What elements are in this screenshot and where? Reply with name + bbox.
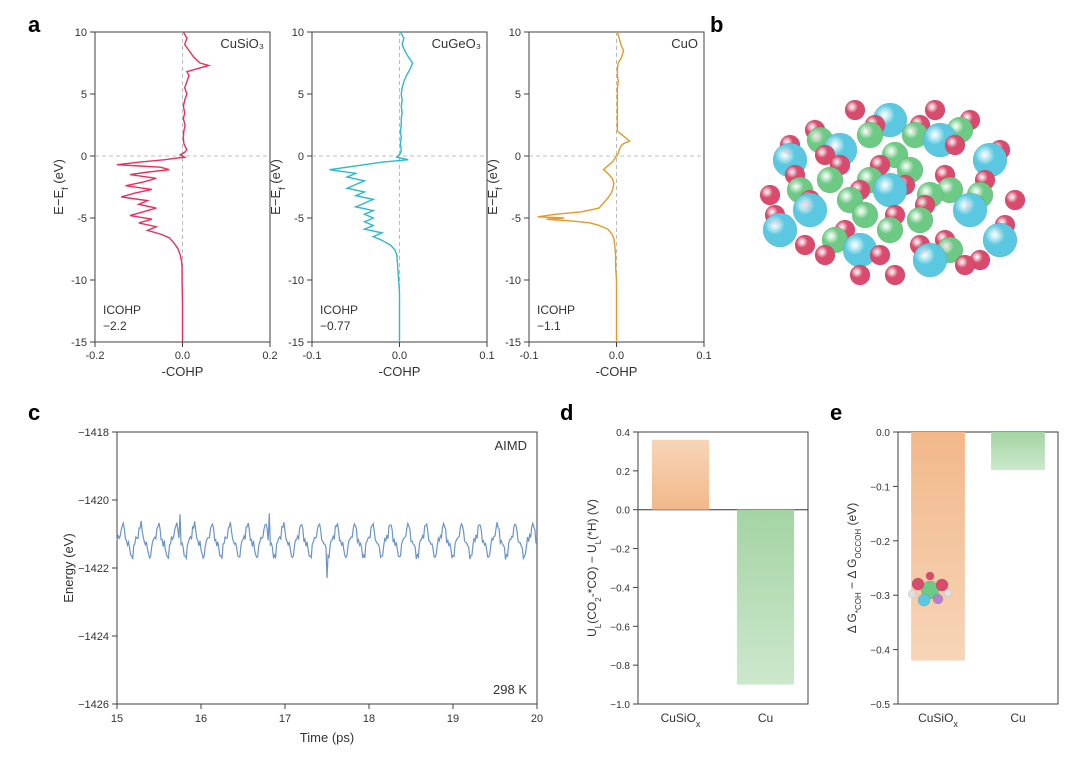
- svg-text:E−Ef (eV): E−Ef (eV): [485, 159, 504, 215]
- svg-text:Cu: Cu: [1010, 711, 1025, 725]
- svg-text:CuO: CuO: [671, 36, 698, 51]
- panel-label-b: b: [710, 12, 723, 38]
- svg-text:-COHP: -COHP: [596, 364, 638, 379]
- svg-text:298 K: 298 K: [493, 682, 527, 697]
- svg-text:-0.1: -0.1: [303, 350, 322, 362]
- svg-text:ICOHP: ICOHP: [537, 303, 575, 317]
- svg-text:-0.2: -0.2: [86, 350, 105, 362]
- svg-text:−0.4: −0.4: [610, 583, 630, 594]
- svg-text:0.0: 0.0: [876, 428, 890, 439]
- bar-chart-e: −0.5 −0.4 −0.3 −0.2 −0.1 0.0 CuSiOx Cu Δ G*COH −…: [840, 420, 1070, 740]
- svg-text:0.0: 0.0: [392, 350, 407, 362]
- svg-text:-10: -10: [71, 275, 87, 287]
- svg-text:-5: -5: [77, 213, 87, 225]
- svg-text:5: 5: [515, 89, 521, 101]
- svg-text:−1418: −1418: [78, 427, 109, 439]
- svg-text:AIMD: AIMD: [495, 438, 528, 453]
- aimd-plot: 151617181920−1426−1424−1422−1420−1418Tim…: [55, 420, 555, 740]
- svg-text:−0.77: −0.77: [320, 319, 351, 333]
- panel-e: −0.5 −0.4 −0.3 −0.2 −0.1 0.0 CuSiOx Cu Δ G*COH −…: [840, 420, 1070, 740]
- svg-text:-15: -15: [288, 337, 304, 349]
- svg-text:Cu: Cu: [758, 711, 773, 725]
- svg-text:-5: -5: [294, 213, 304, 225]
- svg-text:0.2: 0.2: [262, 350, 277, 362]
- svg-text:15: 15: [111, 713, 123, 725]
- svg-text:0.0: 0.0: [616, 506, 630, 517]
- svg-text:5: 5: [81, 89, 87, 101]
- svg-text:10: 10: [509, 27, 521, 39]
- svg-text:-5: -5: [511, 213, 521, 225]
- panel-b: [720, 40, 1060, 340]
- svg-text:-COHP: -COHP: [162, 364, 204, 379]
- svg-text:0.4: 0.4: [616, 428, 630, 439]
- panel-d: −1.0 −0.8 −0.6 −0.4 −0.2 0.0 0.2 0.4 CuSiOx Cu UL(…: [580, 420, 820, 740]
- svg-text:−2.2: −2.2: [103, 319, 127, 333]
- svg-text:−0.1: −0.1: [870, 482, 890, 493]
- svg-text:−1.0: −1.0: [610, 700, 630, 711]
- panel-a: -15 -10 -5 0 5 10 -0.2 0.0 0.2 CuSiO₃ ICOHP −2.2 -CO…: [50, 20, 700, 390]
- svg-text:−0.5: −0.5: [870, 700, 890, 711]
- svg-text:E−Ef (eV): E−Ef (eV): [51, 159, 70, 215]
- svg-text:−1422: −1422: [78, 563, 109, 575]
- panel-c: 151617181920−1426−1424−1422−1420−1418Tim…: [55, 420, 555, 740]
- panel-label-a: a: [28, 12, 40, 38]
- svg-text:−0.4: −0.4: [870, 646, 890, 657]
- svg-text:−0.8: −0.8: [610, 661, 630, 672]
- svg-text:CuGeO₃: CuGeO₃: [432, 36, 481, 51]
- molecular-structure: [720, 40, 1060, 340]
- svg-text:−1426: −1426: [78, 699, 109, 711]
- svg-text:ICOHP: ICOHP: [103, 303, 141, 317]
- panel-label-d: d: [560, 400, 573, 426]
- svg-text:0.1: 0.1: [479, 350, 494, 362]
- svg-text:10: 10: [75, 27, 87, 39]
- svg-text:-10: -10: [505, 275, 521, 287]
- svg-text:CuSiO₃: CuSiO₃: [220, 36, 264, 51]
- svg-text:-10: -10: [288, 275, 304, 287]
- svg-text:0.0: 0.0: [609, 350, 624, 362]
- svg-text:10: 10: [292, 27, 304, 39]
- bar-chart-d: −1.0 −0.8 −0.6 −0.4 −0.2 0.0 0.2 0.4 CuSiOx Cu UL(…: [580, 420, 820, 740]
- svg-text:−0.3: −0.3: [870, 591, 890, 602]
- svg-text:17: 17: [279, 713, 291, 725]
- svg-text:0: 0: [81, 151, 87, 163]
- svg-text:0.1: 0.1: [696, 350, 711, 362]
- svg-text:Energy (eV): Energy (eV): [61, 533, 76, 602]
- svg-text:−1424: −1424: [78, 631, 109, 643]
- svg-text:−0.6: −0.6: [610, 622, 630, 633]
- svg-text:Time (ps): Time (ps): [300, 730, 354, 745]
- svg-text:CuSiOx: CuSiOx: [918, 711, 958, 729]
- cohp-plots: -15 -10 -5 0 5 10 -0.2 0.0 0.2 CuSiO₃ ICOHP −2.2 -CO…: [50, 20, 700, 390]
- svg-text:16: 16: [195, 713, 207, 725]
- svg-text:0.2: 0.2: [616, 467, 630, 478]
- svg-text:-0.1: -0.1: [520, 350, 539, 362]
- svg-text:0: 0: [515, 151, 521, 163]
- svg-text:0: 0: [298, 151, 304, 163]
- svg-text:E−Ef (eV): E−Ef (eV): [268, 159, 287, 215]
- svg-text:−1.1: −1.1: [537, 319, 561, 333]
- svg-text:-15: -15: [505, 337, 521, 349]
- svg-text:0.0: 0.0: [175, 350, 190, 362]
- svg-text:19: 19: [447, 713, 459, 725]
- svg-text:UL(CO2-*CO) − UL(*H) (V): UL(CO2-*CO) − UL(*H) (V): [585, 499, 603, 637]
- svg-text:−1420: −1420: [78, 495, 109, 507]
- svg-text:5: 5: [298, 89, 304, 101]
- svg-text:−0.2: −0.2: [870, 537, 890, 548]
- svg-text:ICOHP: ICOHP: [320, 303, 358, 317]
- svg-text:20: 20: [531, 713, 543, 725]
- svg-text:-15: -15: [71, 337, 87, 349]
- svg-text:18: 18: [363, 713, 375, 725]
- svg-text:Δ G*COH − Δ GOCCOH (eV): Δ G*COH − Δ GOCCOH (eV): [845, 503, 863, 633]
- svg-text:-COHP: -COHP: [379, 364, 421, 379]
- svg-text:−0.2: −0.2: [610, 545, 630, 556]
- panel-label-c: c: [28, 400, 40, 426]
- svg-text:CuSiOx: CuSiOx: [661, 711, 701, 729]
